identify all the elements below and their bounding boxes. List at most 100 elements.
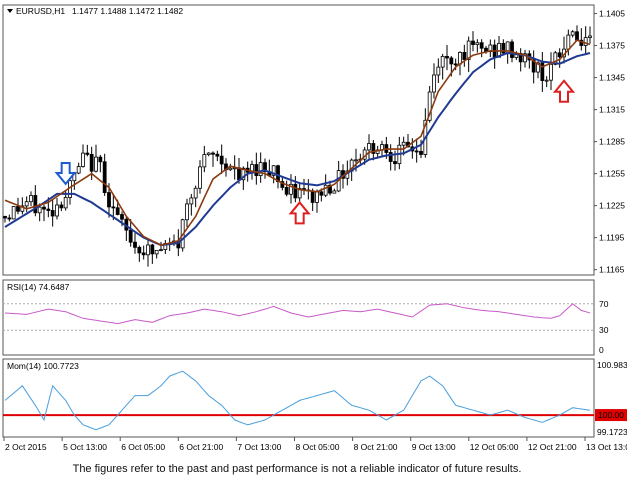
buy-arrow-up-icon	[552, 79, 576, 103]
candle-body	[393, 161, 397, 165]
candle-body	[198, 166, 202, 189]
time-axis-label: 12 Oct 05:00	[470, 442, 519, 452]
ma-slow-line	[4, 51, 591, 247]
candle-body	[458, 51, 462, 65]
candle-body	[133, 241, 137, 248]
candle-body	[523, 53, 527, 63]
price-axis-label: 1.1315	[599, 105, 625, 115]
candle-body	[566, 34, 571, 50]
candle-body	[436, 66, 441, 76]
time-axis-label: 6 Oct 21:00	[179, 442, 223, 452]
candle-body	[258, 162, 263, 176]
candle-body	[570, 31, 575, 36]
rsi-title: RSI(14) 74.6487	[7, 282, 70, 292]
candle-body	[310, 190, 315, 203]
time-axis-label: 8 Oct 21:00	[354, 442, 398, 452]
candle-body	[46, 208, 51, 211]
price-axis-label: 1.1195	[599, 233, 625, 243]
sell-arrow-down-icon	[54, 161, 77, 186]
momentum-title: Mom(14) 100.7723	[7, 361, 79, 371]
price-axis-label: 1.1165	[599, 265, 625, 275]
momentum-pane	[2, 358, 595, 438]
candle-body	[427, 91, 432, 121]
candle-body	[401, 141, 406, 146]
candle-body	[120, 214, 124, 220]
price-axis-label: 1.1255	[599, 169, 625, 179]
candle-body	[540, 62, 545, 81]
candle-body	[323, 184, 328, 196]
candle-body	[315, 191, 319, 203]
rsi-level-label: 0	[599, 345, 604, 355]
candle-body	[510, 41, 514, 58]
candle-body	[332, 190, 337, 194]
candle-body	[531, 59, 536, 73]
price-axis-label: 1.1225	[599, 201, 625, 211]
rsi-line	[4, 303, 591, 325]
disclaimer-text: The figures refer to the past and past p…	[72, 463, 522, 475]
candle-body	[141, 252, 146, 256]
candle-body	[466, 40, 471, 60]
candle-body	[146, 244, 150, 256]
rsi-level-label: 30	[599, 325, 609, 335]
price-axis-label: 1.1375	[599, 41, 625, 51]
candle-body	[55, 204, 59, 217]
buy-arrow-up-icon	[288, 200, 311, 225]
candle-body	[414, 150, 419, 153]
candle-body	[388, 152, 393, 162]
candle-body	[354, 159, 358, 162]
momentum-bottom-label: 99.1723	[597, 427, 627, 437]
candle-body	[189, 197, 194, 205]
price-axis-label: 1.1405	[599, 9, 625, 19]
time-axis-label: 5 Oct 13:00	[63, 442, 107, 452]
candle-body	[241, 167, 246, 181]
candle-body	[544, 79, 549, 82]
candle-body	[583, 37, 588, 46]
candle-body	[271, 165, 276, 176]
candle-body	[328, 184, 332, 194]
ohlc-label: 1.1477 1.1488 1.1472 1.1482	[72, 6, 183, 16]
candle-body	[115, 207, 120, 215]
candle-body	[475, 42, 480, 45]
candle-body	[557, 52, 562, 58]
candle-body	[202, 154, 207, 168]
candle-body	[42, 206, 46, 210]
price-axis-label: 1.1345	[599, 73, 625, 83]
candle-body	[89, 154, 94, 172]
candle-body	[284, 186, 289, 195]
candle-body	[449, 57, 454, 65]
candle-body	[128, 229, 133, 243]
candle-body	[137, 246, 142, 254]
candle-body	[16, 206, 20, 212]
candle-body	[276, 165, 280, 183]
candle-body	[371, 143, 376, 154]
candle-body	[211, 152, 215, 155]
candle-body	[81, 152, 85, 167]
candle-body	[319, 191, 324, 196]
candle-body	[471, 40, 475, 45]
candle-body	[549, 63, 553, 81]
candle-body	[98, 156, 103, 163]
candle-body	[462, 51, 467, 60]
momentum-top-label: 100.983	[597, 360, 627, 370]
rsi-pane	[2, 279, 595, 356]
candle-body	[445, 55, 449, 59]
rsi-level-label: 70	[599, 299, 609, 309]
candle-body	[293, 183, 298, 199]
candle-body	[37, 206, 42, 214]
candle-body	[367, 143, 371, 151]
candle-body	[432, 74, 436, 93]
candle-body	[102, 161, 107, 193]
candle-body	[107, 192, 111, 208]
candle-body	[193, 187, 198, 199]
candle-body	[237, 167, 241, 181]
collapse-triangle-icon	[7, 9, 13, 13]
price-pane	[2, 4, 595, 276]
momentum-line	[4, 370, 591, 431]
candle-body	[553, 52, 558, 65]
candle-body	[29, 195, 33, 203]
candle-body	[7, 217, 12, 220]
candle-body	[3, 215, 7, 219]
momentum-level-label: 100.00	[598, 410, 624, 420]
candle-body	[297, 188, 302, 199]
